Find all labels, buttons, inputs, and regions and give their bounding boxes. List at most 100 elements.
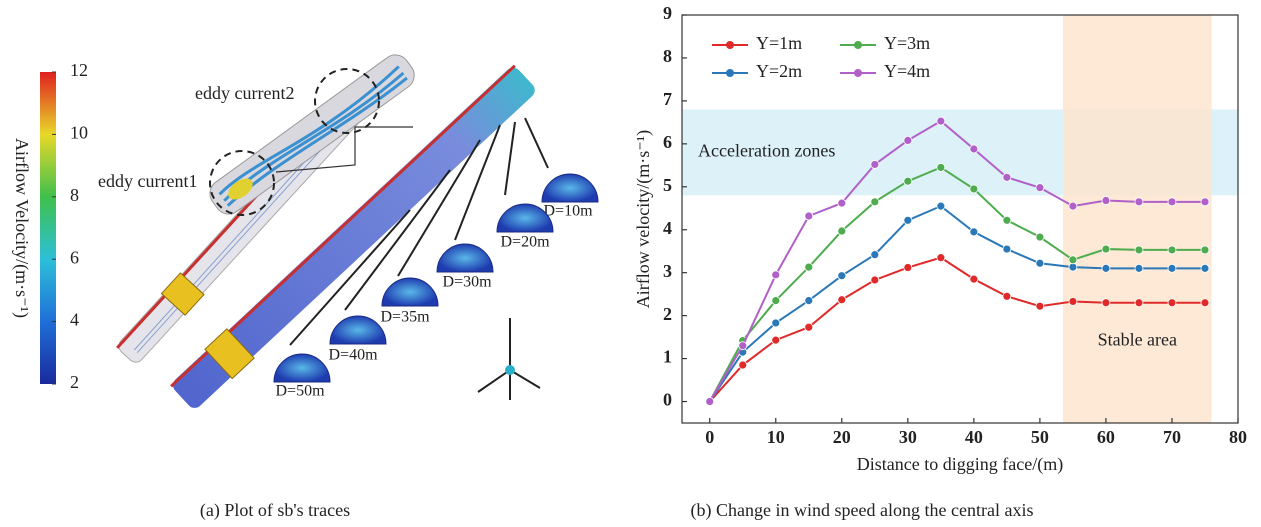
data-point <box>804 262 814 272</box>
data-point <box>1002 215 1012 225</box>
colorbar-tick-label: 2 <box>70 372 79 392</box>
data-point <box>1035 301 1045 311</box>
section-label: D=50m <box>275 383 325 400</box>
x-tick-label: 80 <box>1229 427 1247 447</box>
legend-marker <box>726 41 734 49</box>
annotation: eddy current1 <box>98 171 197 191</box>
data-point <box>1002 172 1012 182</box>
data-point <box>903 263 913 272</box>
x-tick-label: 20 <box>833 427 851 447</box>
cross-section <box>436 243 494 273</box>
data-point <box>771 270 781 280</box>
data-point <box>903 176 913 186</box>
data-point <box>1101 196 1111 205</box>
data-point <box>1068 255 1078 265</box>
data-point <box>870 250 880 260</box>
data-point <box>1101 244 1111 254</box>
data-point <box>1002 244 1012 254</box>
series-line <box>708 119 1205 403</box>
data-point <box>1068 262 1078 272</box>
data-point <box>804 322 814 332</box>
data-point <box>837 198 847 208</box>
data-point <box>837 271 847 281</box>
y-tick-label: 8 <box>663 46 672 66</box>
data-point <box>1134 245 1144 255</box>
colorbar <box>40 72 56 384</box>
x-tick-label: 50 <box>1031 427 1049 447</box>
data-point <box>936 253 946 263</box>
colorbar-tick-label: 6 <box>70 247 79 267</box>
data-point <box>1200 245 1210 255</box>
data-point <box>1134 263 1144 273</box>
band <box>1063 15 1212 423</box>
y-axis-label: Airflow velocity/(m·s⁻¹) <box>633 130 654 308</box>
x-tick-label: 60 <box>1097 427 1115 447</box>
data-point <box>771 296 781 306</box>
band-label: Stable area <box>1098 330 1177 350</box>
data-point <box>903 136 913 145</box>
legend-marker <box>854 41 862 49</box>
data-point <box>936 116 946 126</box>
data-point <box>1167 263 1177 273</box>
section-label: D=30m <box>442 274 492 291</box>
annotation: eddy current2 <box>195 83 294 103</box>
legend-marker <box>854 69 862 77</box>
data-point <box>705 397 715 406</box>
cross-section <box>541 173 599 203</box>
section-label: D=20m <box>500 234 550 251</box>
legend-label: Y=2m <box>756 61 802 81</box>
data-point <box>1101 298 1111 308</box>
data-point <box>969 144 979 154</box>
data-point <box>870 197 880 207</box>
x-tick-label: 30 <box>899 427 917 447</box>
series-line <box>708 256 1205 403</box>
x-tick-label: 0 <box>705 427 714 447</box>
data-point <box>1035 258 1045 268</box>
data-point <box>1134 197 1144 207</box>
data-point <box>738 341 748 351</box>
x-tick-label: 70 <box>1163 427 1181 447</box>
legend-label: Y=4m <box>884 61 930 81</box>
data-point <box>936 163 946 172</box>
data-point <box>1035 183 1045 193</box>
tube-inset <box>209 54 415 215</box>
caption: (b) Change in wind speed along the centr… <box>691 500 1034 521</box>
data-point <box>1200 197 1210 207</box>
section-label: D=35m <box>380 309 430 326</box>
cross-section <box>329 315 387 345</box>
data-point <box>837 226 847 236</box>
cross-section <box>273 353 331 383</box>
illustration <box>40 54 549 408</box>
data-point <box>969 227 979 237</box>
legend-label: Y=3m <box>884 33 930 53</box>
data-point <box>771 335 781 345</box>
y-tick-label: 4 <box>663 218 672 238</box>
data-point <box>936 201 946 211</box>
plot-frame <box>681 14 1239 424</box>
colorbar-tick-label: 10 <box>70 123 88 143</box>
data-point <box>1200 263 1210 273</box>
data-point <box>1035 232 1045 242</box>
data-point <box>1167 245 1177 255</box>
x-tick-label: 10 <box>767 427 785 447</box>
colorbar-tick-label: 8 <box>70 185 79 205</box>
data-point <box>1200 298 1210 308</box>
legend-label: Y=1m <box>756 33 802 53</box>
y-tick-label: 1 <box>663 347 672 367</box>
colorbar-label: Airflow Velocity/(m·s⁻¹) <box>11 138 32 318</box>
x-axis-label: Distance to digging face/(m) <box>857 454 1063 475</box>
data-point <box>903 215 913 225</box>
y-tick-label: 6 <box>663 132 672 152</box>
data-point <box>804 211 814 221</box>
y-tick-label: 2 <box>663 304 672 324</box>
series-line <box>708 166 1205 403</box>
data-point <box>1101 263 1111 273</box>
data-point <box>1167 298 1177 308</box>
data-point <box>738 360 748 370</box>
colorbar-tick-label: 4 <box>70 310 79 330</box>
section-label: D=40m <box>328 347 378 364</box>
data-point <box>1002 291 1012 301</box>
y-tick-label: 7 <box>663 89 672 109</box>
data-point <box>1068 297 1078 306</box>
